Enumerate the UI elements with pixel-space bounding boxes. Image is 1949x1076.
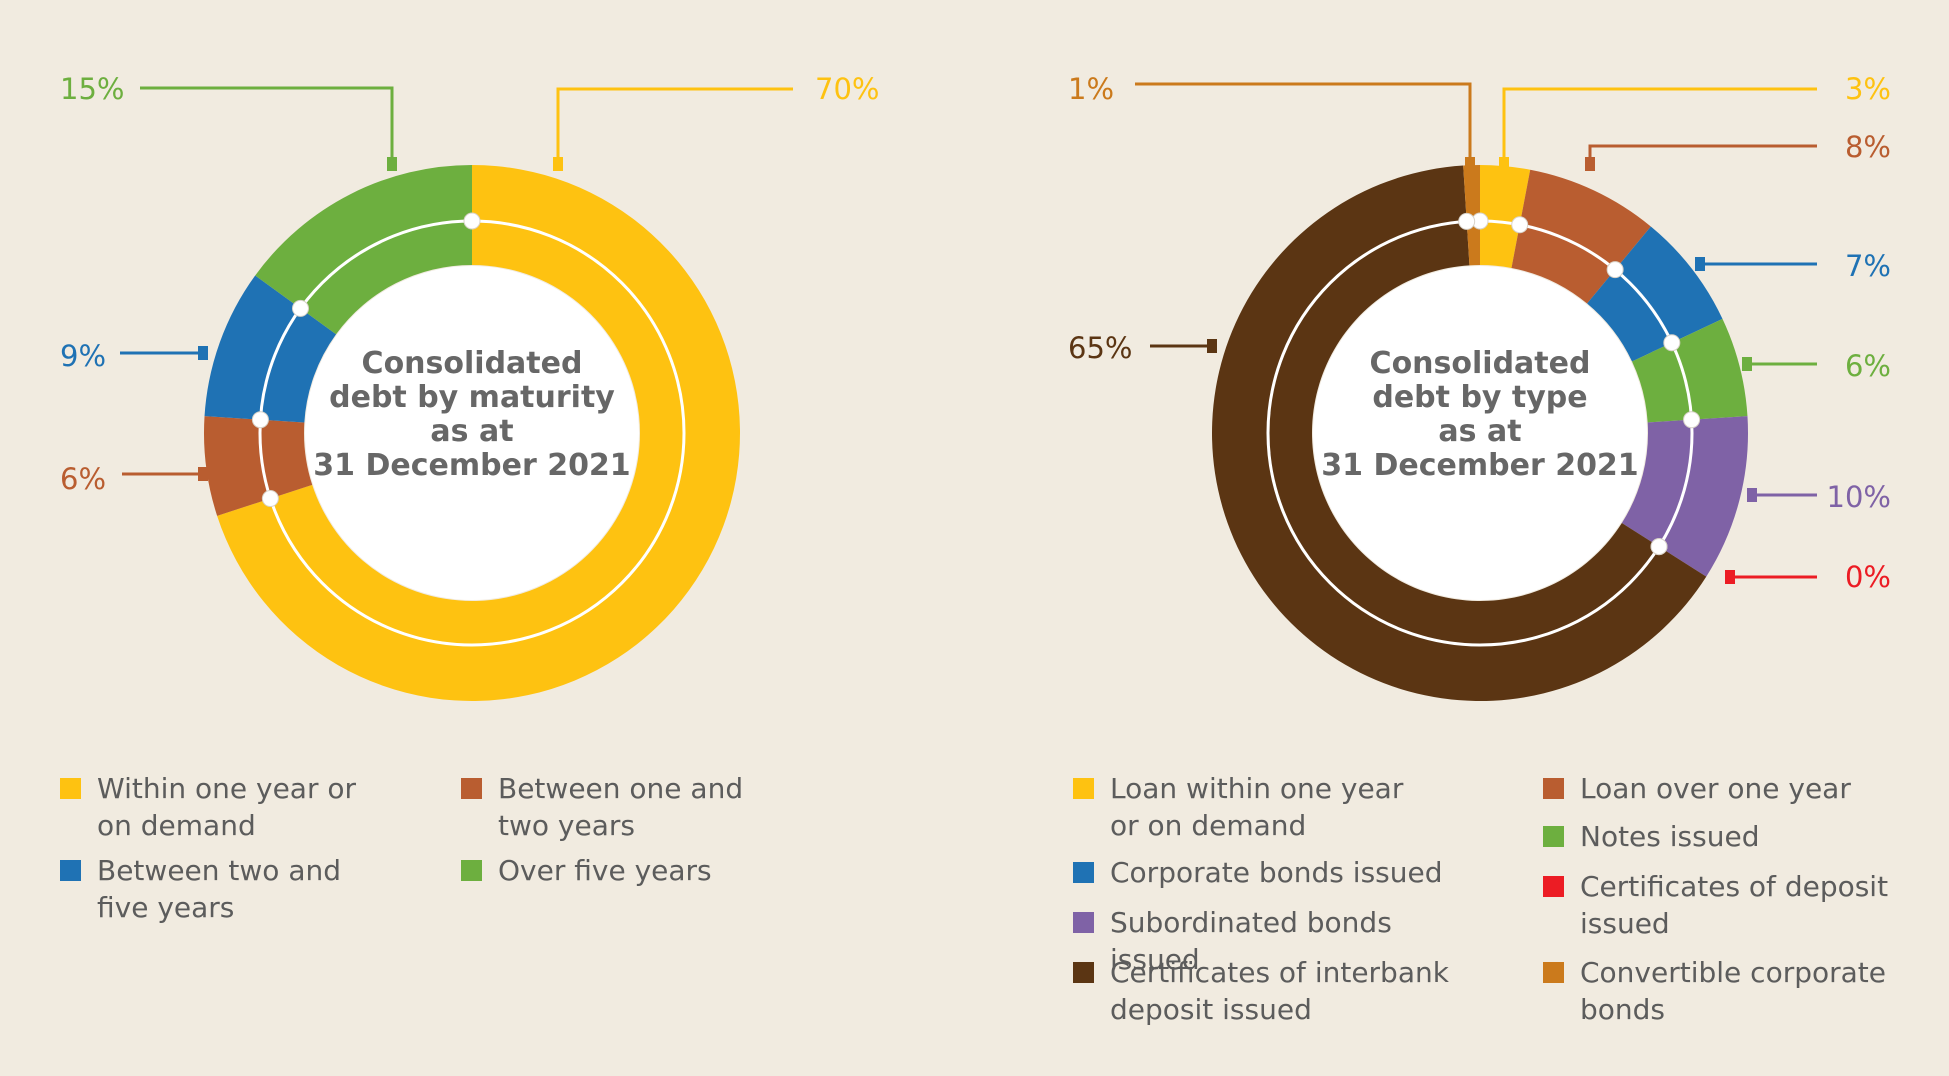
slice-certificates-of-interbank-deposit-issued bbox=[1212, 165, 1707, 702]
boundary-dot bbox=[291, 299, 309, 317]
callout-tab bbox=[1465, 157, 1475, 171]
legend-swatch bbox=[60, 860, 81, 881]
legend-label: Between one and two years bbox=[498, 772, 744, 842]
percent-label: 15% bbox=[60, 72, 124, 106]
center-disc bbox=[1313, 266, 1647, 600]
callout-tab bbox=[1695, 257, 1705, 271]
center-disc bbox=[305, 266, 639, 600]
callout-line bbox=[1588, 144, 1817, 164]
center-title-line: debt by maturity bbox=[329, 380, 615, 415]
legend-label: Subordinated bonds issued bbox=[1110, 906, 1392, 976]
legend-label: Certificates of deposit issued bbox=[1580, 870, 1889, 940]
center-title-line: 31 December 2021 bbox=[1321, 448, 1638, 483]
callout-tab bbox=[553, 157, 563, 171]
legend-swatch bbox=[1543, 876, 1564, 897]
boundary-dot bbox=[1458, 212, 1476, 230]
slice-notes-issued bbox=[1632, 318, 1748, 423]
percent-label: 10% bbox=[1827, 480, 1891, 514]
callout-tab bbox=[198, 467, 208, 481]
boundary-dot bbox=[463, 212, 481, 230]
callout-tab bbox=[1742, 357, 1752, 371]
legend-label: Loan within one year or on demand bbox=[1110, 772, 1404, 842]
legend-swatch bbox=[461, 778, 482, 799]
legend-swatch bbox=[1073, 962, 1094, 983]
center-title-line: Consolidated bbox=[1370, 346, 1591, 381]
callout-tab bbox=[387, 157, 397, 171]
percent-label: 6% bbox=[60, 462, 106, 496]
boundary-dot bbox=[1650, 538, 1668, 556]
callout-line bbox=[140, 86, 394, 164]
boundary-dot bbox=[1683, 411, 1701, 429]
percent-label: 0% bbox=[1845, 560, 1891, 594]
center-title-line: as at bbox=[1438, 414, 1521, 449]
legend-label: Loan over one year bbox=[1580, 772, 1851, 805]
callout-tab bbox=[1499, 157, 1509, 171]
legend-swatch bbox=[461, 860, 482, 881]
percent-label: 7% bbox=[1845, 249, 1891, 283]
legend-label: Notes issued bbox=[1580, 820, 1760, 853]
center-title-line: debt by type bbox=[1372, 380, 1587, 415]
percent-label: 8% bbox=[1845, 130, 1891, 164]
legend-label: Over five years bbox=[498, 854, 712, 887]
boundary-dot bbox=[251, 411, 269, 429]
boundary-dot bbox=[1606, 261, 1624, 279]
boundary-dot bbox=[1663, 334, 1681, 352]
percent-label: 9% bbox=[60, 339, 106, 373]
callout-line bbox=[1502, 87, 1817, 164]
slice-subordinated-bonds-issued bbox=[1621, 416, 1748, 577]
center-title-line: Consolidated bbox=[362, 346, 583, 381]
center-title-line: 31 December 2021 bbox=[313, 448, 630, 483]
percent-label: 65% bbox=[1068, 331, 1132, 365]
legend-label: Convertible corporate bonds bbox=[1580, 956, 1886, 1026]
legend-swatch bbox=[1543, 778, 1564, 799]
slice-within-one-year-or-on-demand bbox=[217, 165, 741, 701]
callout-tab bbox=[1585, 157, 1595, 171]
callout-tab bbox=[198, 346, 208, 360]
legend-label: Certificates of interbank deposit issued bbox=[1110, 956, 1449, 1026]
legend-swatch bbox=[60, 778, 81, 799]
callout-line bbox=[1135, 82, 1472, 164]
legend-label: Within one year or on demand bbox=[97, 772, 357, 842]
percent-label: 6% bbox=[1845, 349, 1891, 383]
callout-tab bbox=[1725, 570, 1735, 584]
boundary-dot bbox=[261, 490, 279, 508]
legend-label: Corporate bonds issued bbox=[1110, 856, 1443, 889]
slice-loan-over-one-year bbox=[1511, 169, 1651, 304]
slice-between-one-and-two-years bbox=[204, 416, 313, 516]
legend-swatch bbox=[1073, 778, 1094, 799]
percent-label: 70% bbox=[815, 72, 879, 106]
callout-tab bbox=[1747, 488, 1757, 502]
center-title-line: as at bbox=[430, 414, 513, 449]
callout-tab bbox=[1207, 339, 1217, 353]
boundary-dot bbox=[1511, 216, 1529, 234]
legend-swatch bbox=[1543, 962, 1564, 983]
legend-swatch bbox=[1073, 862, 1094, 883]
slice-corporate-bonds-issued bbox=[1587, 226, 1723, 362]
legend-swatch bbox=[1073, 912, 1094, 933]
percent-label: 1% bbox=[1068, 72, 1114, 106]
callout-line bbox=[556, 87, 793, 164]
legend-label: Between two and five years bbox=[97, 854, 342, 924]
percent-label: 3% bbox=[1845, 72, 1891, 106]
legend-swatch bbox=[1543, 826, 1564, 847]
slice-loan-within-one-year-or-on-demand bbox=[1480, 165, 1531, 268]
